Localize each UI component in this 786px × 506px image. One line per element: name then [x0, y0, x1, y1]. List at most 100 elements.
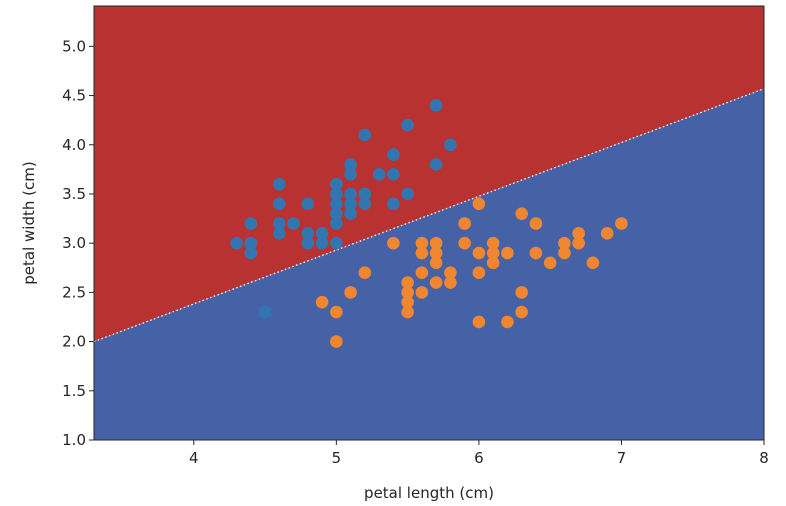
- data-point: [273, 177, 286, 191]
- data-point: [344, 187, 357, 201]
- data-point: [615, 217, 628, 230]
- data-point: [586, 256, 600, 270]
- data-point: [444, 138, 457, 152]
- data-point: [330, 177, 343, 191]
- data-point: [486, 256, 500, 270]
- data-point: [429, 246, 443, 260]
- y-axis-label: petal width (cm): [20, 161, 38, 284]
- axes-frame: [93, 5, 765, 441]
- data-point: [372, 167, 386, 181]
- data-point: [415, 246, 429, 260]
- y-tick-label: 4.0: [62, 136, 86, 154]
- data-point: [330, 187, 343, 201]
- decision-region-lower: [94, 88, 764, 441]
- x-tick-label: 6: [474, 449, 484, 467]
- data-point: [458, 217, 471, 230]
- data-point: [444, 266, 457, 279]
- data-point: [344, 207, 357, 220]
- data-point: [258, 305, 272, 319]
- data-point: [415, 266, 429, 279]
- data-point: [244, 236, 258, 250]
- data-point: [358, 128, 372, 142]
- data-point: [458, 236, 471, 250]
- data-point: [387, 148, 400, 161]
- y-tick-label: 3.0: [62, 234, 86, 252]
- y-tick-label: 1.0: [62, 431, 86, 449]
- data-point: [401, 305, 414, 319]
- data-point: [344, 158, 357, 171]
- data-point: [244, 217, 258, 230]
- x-tick-label: 5: [332, 449, 342, 467]
- data-point: [344, 197, 357, 211]
- data-point: [515, 286, 528, 299]
- data-point: [472, 266, 486, 279]
- data-point: [501, 246, 514, 260]
- data-point: [501, 315, 514, 329]
- data-point: [330, 305, 343, 319]
- data-point: [401, 187, 414, 201]
- data-point: [315, 227, 329, 240]
- data-point: [387, 197, 400, 211]
- data-point: [358, 266, 372, 279]
- data-point: [330, 197, 343, 211]
- y-tick-label: 4.5: [62, 87, 86, 105]
- data-point: [429, 99, 443, 112]
- data-point: [515, 305, 528, 319]
- data-point: [301, 197, 315, 211]
- data-point: [401, 276, 414, 289]
- data-point: [344, 286, 357, 299]
- decision-boundary: [93, 88, 765, 343]
- x-tick-label: 7: [617, 449, 627, 467]
- data-point: [543, 256, 557, 270]
- data-point: [600, 227, 614, 240]
- data-point: [429, 276, 443, 289]
- data-point: [472, 246, 486, 260]
- y-tick-label: 5.0: [62, 37, 86, 55]
- data-points: [230, 99, 628, 348]
- data-point: [486, 246, 500, 260]
- data-point: [273, 217, 286, 230]
- data-point: [429, 158, 443, 171]
- data-point: [344, 167, 357, 181]
- data-point: [529, 246, 543, 260]
- data-point: [515, 207, 528, 220]
- data-point: [558, 236, 571, 250]
- data-point: [401, 118, 414, 132]
- y-tick-label: 2.5: [62, 283, 86, 301]
- data-point: [429, 236, 443, 250]
- data-point: [472, 315, 486, 329]
- data-point: [401, 295, 414, 309]
- data-point: [315, 236, 329, 250]
- y-tick-label: 2.0: [62, 333, 86, 351]
- y-tick-label: 3.5: [62, 185, 86, 203]
- data-point: [472, 197, 486, 211]
- data-point: [429, 256, 443, 270]
- x-axis-label: petal length (cm): [364, 484, 494, 502]
- data-point: [244, 246, 258, 260]
- data-point: [415, 236, 429, 250]
- data-point: [358, 197, 372, 211]
- data-point: [486, 236, 500, 250]
- data-point: [330, 207, 343, 220]
- y-tick-label: 1.5: [62, 382, 86, 400]
- data-point: [330, 236, 343, 250]
- data-point: [330, 217, 343, 230]
- data-point: [387, 236, 400, 250]
- data-point: [415, 286, 429, 299]
- data-point: [301, 236, 315, 250]
- data-point: [287, 217, 300, 230]
- data-point: [444, 276, 457, 289]
- plot-area: [93, 5, 765, 441]
- data-point: [572, 236, 585, 250]
- data-point: [401, 286, 414, 299]
- data-point: [572, 227, 585, 240]
- decision-region-upper: [94, 6, 764, 342]
- data-point: [301, 227, 315, 240]
- data-point: [230, 236, 243, 250]
- data-point: [529, 217, 543, 230]
- data-point: [387, 167, 400, 181]
- y-axis-ticks: 1.0 1.5 2.0 2.5 3.0 3.5 4.0 4.5 5.0: [62, 37, 94, 449]
- data-point: [315, 295, 329, 309]
- x-axis-ticks: 4 5 6 7 8: [189, 440, 769, 467]
